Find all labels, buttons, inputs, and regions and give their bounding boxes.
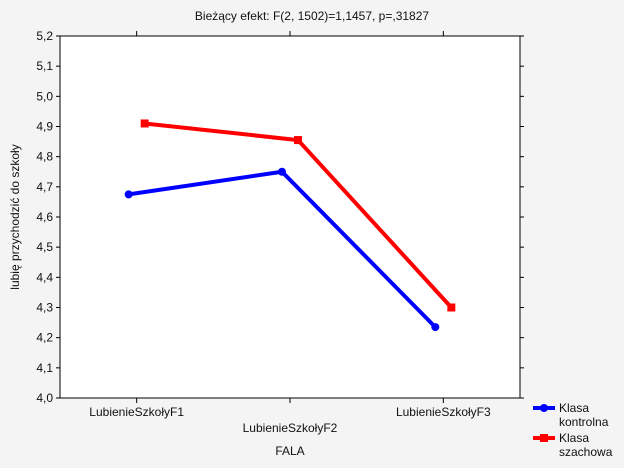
y-tick-label: 4,7 — [36, 180, 53, 194]
y-tick-label: 4,8 — [36, 150, 53, 164]
data-point — [431, 323, 440, 332]
y-tick-label: 4,1 — [36, 361, 53, 375]
legend-label: Klasa — [559, 431, 589, 445]
y-tick-label: 4,9 — [36, 120, 53, 134]
y-tick-label: 4,2 — [36, 331, 53, 345]
y-tick-label: 4,6 — [36, 210, 53, 224]
x-axis-ticks: LubienieSzkołyF1 LubienieSzkołyF2 Lubienie… — [89, 31, 491, 435]
y-tick-label: 5,2 — [36, 29, 53, 43]
legend-label: szachowa — [559, 445, 613, 459]
y-tick-label: 4,3 — [36, 301, 53, 315]
y-tick-label: 5,0 — [36, 89, 53, 103]
y-tick-label: 5,1 — [36, 59, 53, 73]
y-tick-label: 4,4 — [36, 270, 53, 284]
y-tick-label: 4,5 — [36, 240, 53, 254]
legend-marker — [540, 434, 548, 442]
y-axis-label: lubię przychodzić do szkoły — [8, 144, 22, 289]
data-point — [294, 136, 302, 145]
y-tick-label: 4,0 — [36, 391, 53, 405]
legend-label: kontrolna — [559, 415, 609, 429]
x-tick-label: LubienieSzkołyF2 — [243, 421, 338, 435]
plot-area — [59, 35, 521, 399]
data-point — [447, 303, 456, 312]
legend-label: Klasa — [559, 401, 589, 415]
x-tick-label: LubienieSzkołyF3 — [396, 405, 491, 419]
x-axis-label: FALA — [275, 444, 304, 458]
x-tick-label: LubienieSzkołyF1 — [89, 405, 184, 419]
data-point — [278, 167, 286, 176]
legend-marker — [540, 404, 548, 412]
chart-title: Bieżący efekt: F(2, 1502)=1,1457, p=,318… — [195, 9, 429, 23]
data-point — [140, 119, 149, 128]
data-point — [124, 190, 133, 199]
series-layer — [124, 119, 456, 332]
y-axis-ticks: 4,0 4,1 4,2 4,3 4,4 4,5 4,6 4,7 4,8 4,9 5,0 5,1 5,2 — [36, 29, 524, 405]
